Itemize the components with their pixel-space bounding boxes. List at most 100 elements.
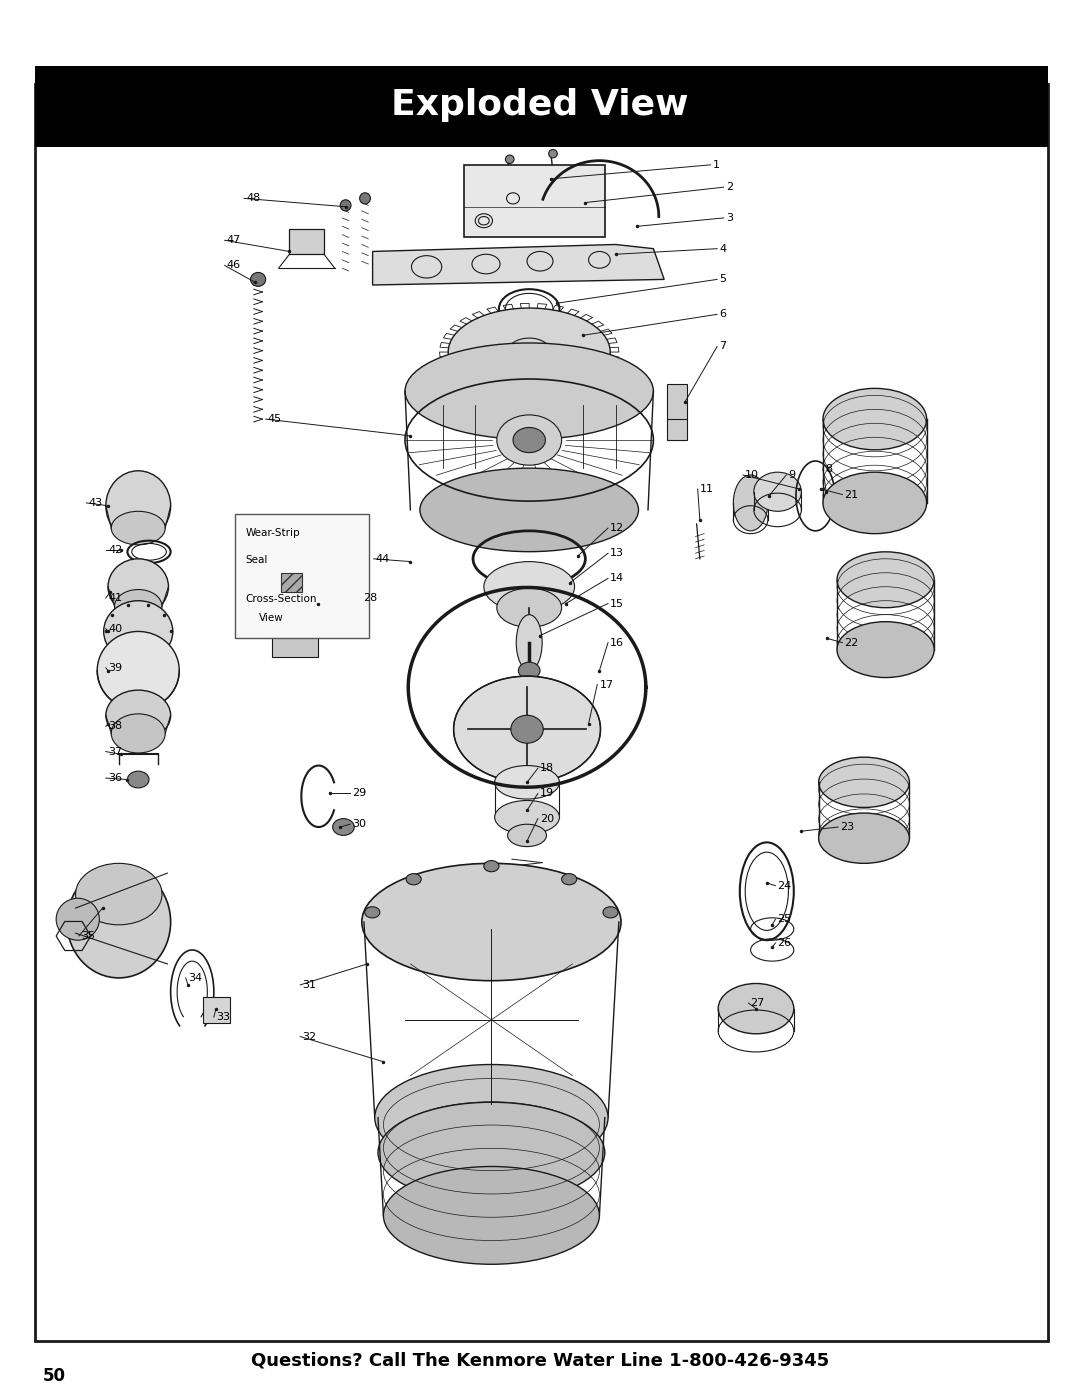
- Ellipse shape: [420, 468, 638, 552]
- Ellipse shape: [819, 757, 909, 807]
- FancyBboxPatch shape: [235, 514, 369, 638]
- Text: 20: 20: [540, 813, 554, 824]
- Text: 40: 40: [108, 623, 122, 634]
- Ellipse shape: [497, 588, 562, 627]
- Text: 29: 29: [352, 788, 366, 799]
- Text: 19: 19: [540, 788, 554, 799]
- Ellipse shape: [823, 472, 927, 534]
- Ellipse shape: [114, 590, 162, 623]
- Polygon shape: [373, 244, 664, 285]
- Text: 35: 35: [81, 930, 95, 942]
- Ellipse shape: [586, 254, 612, 277]
- Ellipse shape: [406, 873, 421, 884]
- Text: 34: 34: [188, 972, 202, 983]
- Ellipse shape: [495, 800, 559, 834]
- Text: 9: 9: [788, 469, 796, 481]
- Ellipse shape: [106, 690, 171, 740]
- Text: 30: 30: [352, 819, 366, 830]
- Ellipse shape: [378, 1102, 605, 1203]
- Text: 17: 17: [599, 679, 613, 690]
- Text: Cross-Section: Cross-Section: [245, 594, 316, 604]
- Text: 24: 24: [778, 880, 792, 891]
- Ellipse shape: [111, 714, 165, 753]
- Ellipse shape: [56, 898, 99, 940]
- Ellipse shape: [518, 345, 540, 359]
- Bar: [272, 531, 318, 550]
- Text: 48: 48: [246, 193, 260, 204]
- Text: Wear-Strip: Wear-Strip: [245, 528, 300, 538]
- Ellipse shape: [104, 601, 173, 662]
- Text: 47: 47: [227, 235, 241, 246]
- Ellipse shape: [718, 983, 794, 1034]
- Ellipse shape: [360, 193, 370, 204]
- Text: 18: 18: [540, 763, 554, 774]
- Text: 31: 31: [302, 979, 316, 990]
- Text: 10: 10: [745, 469, 759, 481]
- Ellipse shape: [837, 552, 934, 608]
- Text: 37: 37: [108, 746, 122, 757]
- Ellipse shape: [497, 415, 562, 465]
- Ellipse shape: [362, 863, 621, 981]
- Ellipse shape: [562, 873, 577, 884]
- Ellipse shape: [97, 631, 179, 710]
- Bar: [281, 573, 302, 592]
- Text: 1: 1: [713, 159, 719, 170]
- Text: 28: 28: [363, 592, 377, 604]
- Ellipse shape: [454, 676, 600, 782]
- Bar: [667, 384, 687, 440]
- Text: 32: 32: [302, 1031, 316, 1042]
- Ellipse shape: [383, 1166, 599, 1264]
- Text: 41: 41: [108, 592, 122, 604]
- Ellipse shape: [340, 200, 351, 211]
- Text: 45: 45: [268, 414, 282, 425]
- Ellipse shape: [837, 622, 934, 678]
- Text: 43: 43: [89, 497, 103, 509]
- Ellipse shape: [375, 1065, 608, 1171]
- Ellipse shape: [516, 615, 542, 671]
- Bar: [268, 550, 320, 631]
- Ellipse shape: [823, 388, 927, 450]
- Ellipse shape: [505, 155, 514, 163]
- Ellipse shape: [127, 771, 149, 788]
- Ellipse shape: [484, 562, 575, 612]
- Text: 15: 15: [610, 598, 624, 609]
- Bar: [289, 229, 324, 254]
- Text: 4: 4: [719, 243, 727, 254]
- Text: Exploded View: Exploded View: [391, 88, 689, 123]
- Text: 13: 13: [610, 548, 624, 559]
- Text: 21: 21: [845, 489, 859, 500]
- Text: 26: 26: [778, 937, 792, 949]
- Text: 33: 33: [216, 1011, 230, 1023]
- Ellipse shape: [819, 813, 909, 863]
- Bar: [464, 165, 605, 237]
- Text: 6: 6: [719, 309, 726, 320]
- Text: 7: 7: [719, 341, 727, 352]
- Text: 3: 3: [726, 212, 732, 224]
- Text: Seal: Seal: [245, 555, 268, 564]
- Ellipse shape: [448, 309, 610, 397]
- Text: 23: 23: [840, 821, 854, 833]
- Ellipse shape: [733, 475, 768, 531]
- Text: 12: 12: [610, 522, 624, 534]
- Text: 5: 5: [719, 274, 726, 285]
- Ellipse shape: [251, 272, 266, 286]
- Text: 42: 42: [108, 545, 122, 556]
- Ellipse shape: [511, 715, 543, 743]
- Ellipse shape: [513, 427, 545, 453]
- Text: 39: 39: [108, 662, 122, 673]
- Text: 38: 38: [108, 721, 122, 732]
- Ellipse shape: [365, 907, 380, 918]
- Text: 11: 11: [700, 483, 714, 495]
- Text: 46: 46: [227, 260, 241, 271]
- Text: 50: 50: [43, 1368, 66, 1384]
- Ellipse shape: [108, 559, 168, 615]
- Ellipse shape: [508, 824, 546, 847]
- Ellipse shape: [405, 342, 653, 439]
- Text: 8: 8: [825, 464, 833, 475]
- Text: 25: 25: [778, 914, 792, 925]
- Text: Questions? Call The Kenmore Water Line 1-800-426-9345: Questions? Call The Kenmore Water Line 1…: [251, 1352, 829, 1369]
- Text: 2: 2: [726, 182, 733, 193]
- Bar: [272, 631, 318, 657]
- Ellipse shape: [518, 662, 540, 679]
- Ellipse shape: [484, 861, 499, 872]
